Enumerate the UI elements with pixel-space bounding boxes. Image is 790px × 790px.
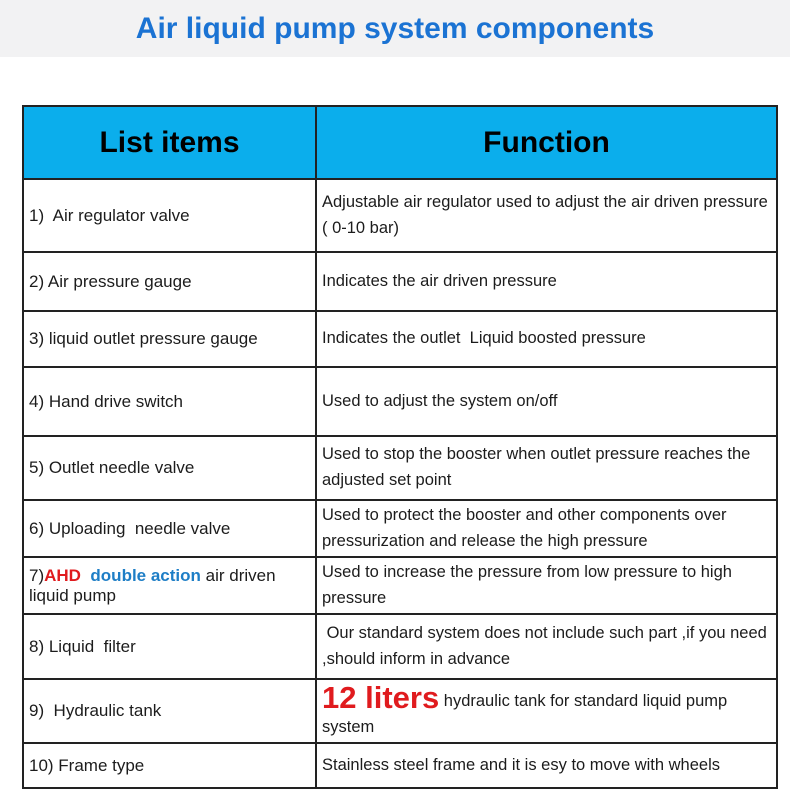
table-row: 9) Hydraulic tank 12 liters hydraulic ta…	[22, 678, 778, 745]
function-cell: Used to increase the pressure from low p…	[315, 556, 778, 616]
function-cell: Used to protect the booster and other co…	[315, 498, 778, 559]
item-text-highlight: double action	[80, 565, 206, 585]
item-text: 8) Liquid filter	[29, 636, 136, 656]
function-text: Used to adjust the system on/off	[322, 391, 558, 410]
table-row: 10) Frame type Stainless steel frame and…	[22, 742, 778, 790]
table-row: 8) Liquid filter Our standard system doe…	[22, 613, 778, 681]
item-cell: 7)AHD double action air driven liquid pu…	[22, 556, 317, 616]
function-text: Used to stop the booster when outlet pre…	[322, 445, 755, 489]
col-header-function: Function	[315, 105, 778, 180]
item-cell: 5) Outlet needle valve	[22, 435, 317, 501]
item-text-rest: air driven liquid pump	[29, 565, 281, 605]
title-band: Air liquid pump system components	[0, 0, 790, 57]
components-table: List items Function 1) Air regulator val…	[22, 105, 778, 790]
function-text: Adjustable air regulator used to adjust …	[322, 192, 773, 237]
function-text: Used to increase the pressure from low p…	[322, 563, 737, 607]
function-cell: Used to stop the booster when outlet pre…	[315, 435, 778, 501]
function-cell: Indicates the outlet Liquid boosted pres…	[315, 310, 778, 368]
item-cell: 6) Uploading needle valve	[22, 498, 317, 559]
item-text: 4) Hand drive switch	[29, 391, 184, 411]
function-cell: Used to adjust the system on/off	[315, 366, 778, 437]
item-cell: 3) liquid outlet pressure gauge	[22, 310, 317, 368]
function-text: Our standard system does not include suc…	[322, 624, 772, 668]
function-cell: Stainless steel frame and it is esy to m…	[315, 742, 778, 790]
item-cell: 8) Liquid filter	[22, 613, 317, 681]
item-text: 5) Outlet needle valve	[29, 458, 195, 477]
col-header-list-items-label: List items	[99, 125, 240, 159]
table-row: 5) Outlet needle valve Used to stop the …	[22, 435, 778, 501]
col-header-list-items: List items	[22, 105, 317, 180]
item-text: 10) Frame type	[29, 755, 145, 775]
item-cell: 4) Hand drive switch	[22, 366, 317, 437]
function-text: Indicates the air driven pressure	[322, 271, 557, 290]
function-cell: Adjustable air regulator used to adjust …	[315, 178, 778, 253]
table-row: 2) Air pressure gauge Indicates the air …	[22, 251, 778, 312]
function-cell: Indicates the air driven pressure	[315, 251, 778, 312]
function-text: Used to protect the booster and other co…	[322, 506, 732, 550]
item-cell: 2) Air pressure gauge	[22, 251, 317, 312]
function-cell: Our standard system does not include suc…	[315, 613, 778, 681]
item-text: 2) Air pressure gauge	[29, 271, 192, 291]
table-row: 3) liquid outlet pressure gauge Indicate…	[22, 310, 778, 368]
col-header-function-label: Function	[483, 125, 610, 159]
function-text: Stainless steel frame and it is esy to m…	[322, 756, 721, 775]
table-row: 6) Uploading needle valve Used to protec…	[22, 498, 778, 559]
item-text: 1) Air regulator valve	[29, 205, 190, 225]
item-text-brand: AHD	[44, 565, 81, 585]
item-cell: 9) Hydraulic tank	[22, 678, 317, 745]
item-cell: 1) Air regulator valve	[22, 178, 317, 253]
table-row: 7)AHD double action air driven liquid pu…	[22, 556, 778, 616]
function-cell: 12 liters hydraulic tank for standard li…	[315, 678, 778, 745]
item-text: 3) liquid outlet pressure gauge	[29, 329, 258, 348]
header-row: List items Function	[22, 105, 778, 180]
page-title: Air liquid pump system components	[135, 11, 655, 45]
function-text: Indicates the outlet Liquid boosted pres…	[322, 329, 646, 348]
function-text-emphasis: 12 liters	[322, 680, 440, 716]
table-row: 4) Hand drive switch Used to adjust the …	[22, 366, 778, 437]
item-text-prefix: 7)	[29, 565, 45, 585]
item-text: 6) Uploading needle valve	[29, 518, 231, 538]
function-text-rest: hydraulic tank for standard liquid pump …	[322, 692, 732, 736]
item-cell: 10) Frame type	[22, 742, 317, 790]
item-text: 9) Hydraulic tank	[29, 701, 162, 721]
table-row: 1) Air regulator valve Adjustable air re…	[22, 178, 778, 253]
